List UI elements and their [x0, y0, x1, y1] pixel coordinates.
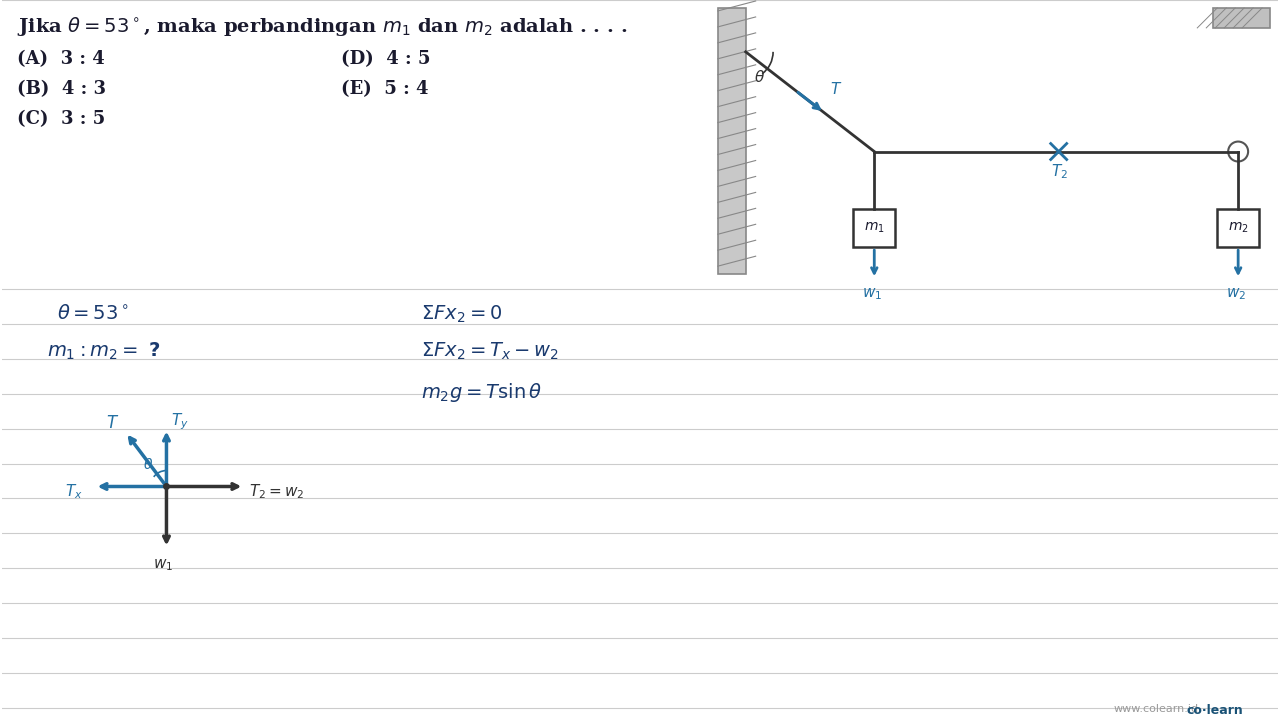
Text: $w_2$: $w_2$	[1226, 286, 1247, 302]
Text: $\theta = 53^\circ$: $\theta = 53^\circ$	[56, 304, 129, 323]
Text: (D)  4 : 5: (D) 4 : 5	[340, 50, 430, 68]
Text: $\Sigma Fx_2 = 0$: $\Sigma Fx_2 = 0$	[421, 304, 502, 325]
Text: $m_1$: $m_1$	[864, 221, 884, 235]
Text: $T_y$: $T_y$	[172, 412, 189, 433]
Bar	[854, 210, 895, 247]
Text: (C)  3 : 5: (C) 3 : 5	[17, 109, 105, 127]
Text: $m_2$: $m_2$	[1228, 221, 1248, 235]
Text: $T_2$: $T_2$	[1051, 163, 1068, 181]
Text: $m_2 g = T \sin \theta$: $m_2 g = T \sin \theta$	[421, 381, 541, 404]
Text: (E)  5 : 4: (E) 5 : 4	[340, 80, 429, 98]
Text: $T$: $T$	[106, 415, 119, 433]
Text: $\theta$: $\theta$	[754, 68, 764, 85]
Bar	[1217, 210, 1260, 247]
Text: $T_2 = w_2$: $T_2 = w_2$	[250, 482, 305, 501]
Text: $\theta$: $\theta$	[142, 456, 152, 472]
Bar	[718, 8, 746, 274]
Text: (B)  4 : 3: (B) 4 : 3	[17, 80, 106, 98]
Text: $\Sigma Fx_2 = T_x - w_2$: $\Sigma Fx_2 = T_x - w_2$	[421, 341, 558, 362]
Text: $T$: $T$	[829, 81, 842, 96]
Text: $w_1$: $w_1$	[863, 286, 882, 302]
Text: $m_1 : m_2 = $ ?: $m_1 : m_2 = $ ?	[47, 341, 160, 362]
Text: (A)  3 : 4: (A) 3 : 4	[17, 50, 105, 68]
Text: $T_x$: $T_x$	[65, 482, 82, 501]
Text: $w_1$: $w_1$	[152, 557, 173, 573]
Bar	[1213, 8, 1270, 28]
Text: www.colearn.id: www.colearn.id	[1114, 704, 1198, 714]
Text: co·learn: co·learn	[1187, 704, 1243, 717]
Text: Jika $\theta = 53^\circ$, maka perbandingan $m_1$ dan $m_2$ adalah . . . .: Jika $\theta = 53^\circ$, maka perbandin…	[17, 15, 627, 38]
